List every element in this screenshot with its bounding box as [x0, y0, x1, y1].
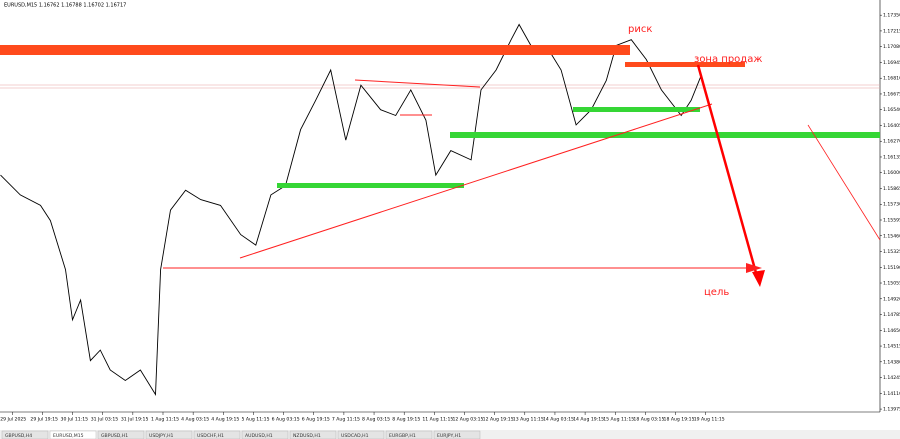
y-tick-label: 1.16135	[883, 154, 900, 160]
y-tick-label: 1.15595	[883, 218, 900, 224]
price-line	[0, 23, 702, 396]
y-tick-label: 1.16540	[883, 107, 900, 113]
y-tick-label: 1.17215	[883, 28, 900, 34]
tab-label[interactable]: EURGBP,H1	[389, 433, 416, 439]
y-tick-label: 1.14380	[883, 359, 900, 365]
y-tick-label: 1.14110	[883, 391, 900, 397]
trend-line	[239, 103, 713, 259]
series-layer	[0, 23, 702, 396]
x-tick-label: 31 Jul 03:15	[91, 417, 119, 423]
x-tick-label: 19 Aug 11:15	[694, 417, 725, 423]
y-tick-label: 1.15730	[883, 202, 900, 208]
resistance-zone	[0, 45, 630, 55]
tab-label[interactable]: GBPUSD,H1	[101, 433, 128, 439]
tab-label[interactable]: EURJPY,H1	[437, 433, 461, 439]
y-tick-label: 1.17350	[883, 13, 900, 19]
tab[interactable]	[97, 430, 145, 439]
x-tick-label: 8 Aug 03:15	[362, 417, 390, 423]
tab[interactable]	[1, 430, 49, 439]
tab-label[interactable]: USDJPY,H1	[149, 433, 174, 439]
y-tick-label: 1.16000	[883, 170, 900, 176]
trend-line	[807, 124, 881, 241]
y-tick-label: 1.15865	[883, 186, 900, 192]
annotation: риск	[628, 24, 652, 35]
tab[interactable]	[433, 430, 481, 439]
y-tick-label: 1.16675	[883, 91, 900, 97]
y-tick-label: 1.15055	[883, 281, 900, 287]
x-tick-label: 1 Aug 11:15	[151, 417, 179, 423]
tab-label[interactable]: USDCAD,H1	[341, 433, 369, 439]
x-tick-label: 4 Aug 19:15	[211, 417, 239, 423]
annotation: зона продаж	[694, 54, 762, 65]
support-zone	[573, 107, 700, 112]
sell-zone	[625, 62, 745, 67]
x-tick-label: 31 Jul 19:15	[121, 417, 149, 423]
y-tick-label: 1.14920	[883, 296, 900, 302]
arrow-head	[752, 270, 765, 287]
x-tick-label: 13 Aug 11:15	[513, 417, 544, 423]
y-tick-label: 1.16270	[883, 139, 900, 145]
y-tick-label: 1.14785	[883, 312, 900, 318]
forecast-arrow	[696, 64, 760, 281]
tab[interactable]	[241, 430, 289, 439]
x-tick-label: 8 Aug 19:15	[392, 417, 420, 423]
tab[interactable]	[145, 430, 193, 439]
y-tick-label: 1.16405	[883, 123, 900, 129]
x-tick-label: 4 Aug 03:15	[181, 417, 209, 423]
y-tick-label: 1.14245	[883, 375, 900, 381]
x-tick-label: 18 Aug 03:15	[633, 417, 664, 423]
x-tick-label: 18 Aug 19:15	[664, 417, 695, 423]
x-tick-label: 29 Jul 19:15	[30, 417, 58, 423]
tab[interactable]	[193, 430, 241, 439]
x-tick-label: 14 Aug 03:15	[543, 417, 574, 423]
y-tick-label: 1.14650	[883, 328, 900, 334]
y-tick-label: 1.13975	[883, 407, 900, 413]
y-tick-label: 1.17080	[883, 44, 900, 50]
x-tick-label: 12 Aug 03:15	[452, 417, 483, 423]
x-tick-label: 12 Aug 19:15	[483, 417, 514, 423]
tab[interactable]	[385, 430, 433, 439]
support-zone	[450, 132, 880, 138]
x-tick-label: 15 Aug 11:15	[603, 417, 634, 423]
trend-line	[354, 79, 481, 88]
tab[interactable]	[337, 430, 385, 439]
y-tick-label: 1.16810	[883, 76, 900, 82]
y-tick-label: 1.16945	[883, 60, 900, 66]
y-tick-label: 1.14515	[883, 344, 900, 350]
tab[interactable]	[289, 430, 337, 439]
support-zone	[277, 183, 464, 188]
x-tick-label: 6 Aug 03:15	[272, 417, 300, 423]
tab-label[interactable]: GBPUSD,H4	[5, 433, 32, 439]
tab-label[interactable]: NZDUSD,H1	[293, 433, 321, 439]
y-tick-label: 1.15325	[883, 249, 900, 255]
y-tick-label: 1.15190	[883, 265, 900, 271]
x-tick-label: 11 Aug 11:15	[422, 417, 453, 423]
tab-label[interactable]: USDCHF,H1	[197, 433, 224, 439]
chart-title: EURUSD,M15 1.16762 1.16788 1.16702 1.167…	[4, 3, 126, 9]
x-tick-label: 5 Aug 11:15	[241, 417, 269, 423]
x-tick-label: 14 Aug 19:15	[573, 417, 604, 423]
x-tick-label: 6 Aug 19:15	[302, 417, 330, 423]
tabs: GBPUSD,H4 EURUSD,M15 GBPUSD,H1 USDJPY,H1 USD…	[1, 430, 481, 439]
tab[interactable]	[49, 430, 97, 439]
x-tick-label: 29 Jul 2025	[0, 417, 26, 423]
tab-label[interactable]: EURUSD,M15	[53, 433, 84, 439]
x-tick-label: 7 Aug 11:15	[332, 417, 360, 423]
annotation: цель	[704, 287, 729, 298]
x-tick-label: 30 Jul 11:15	[61, 417, 89, 423]
y-tick-label: 1.15460	[883, 233, 900, 239]
tab-label[interactable]: AUDUSD,H1	[245, 433, 273, 439]
arrow-head	[746, 263, 762, 273]
